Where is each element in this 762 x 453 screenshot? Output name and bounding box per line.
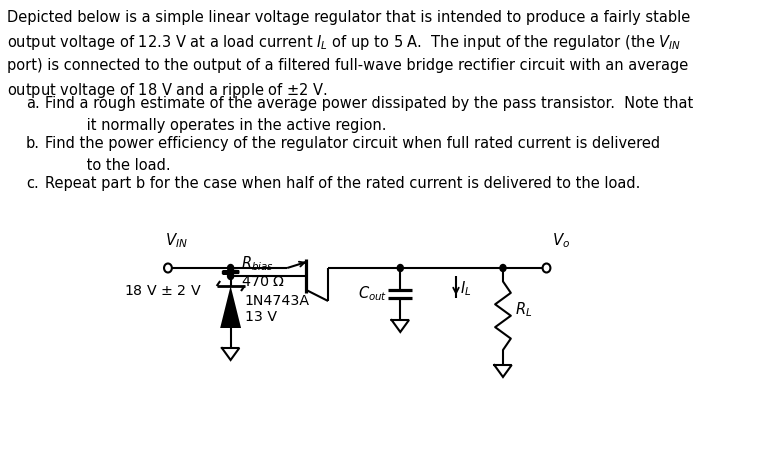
Circle shape <box>164 264 172 273</box>
Text: Depicted below is a simple linear voltage regulator that is intended to produce : Depicted below is a simple linear voltag… <box>7 10 690 100</box>
Text: Find the power efficiency of the regulator circuit when full rated current is de: Find the power efficiency of the regulat… <box>45 136 661 173</box>
Text: 1N4743A: 1N4743A <box>245 294 309 308</box>
Text: $V_{IN}$: $V_{IN}$ <box>165 231 188 250</box>
Circle shape <box>500 265 506 271</box>
Circle shape <box>543 264 550 273</box>
Polygon shape <box>220 286 241 328</box>
Text: $R_L$: $R_L$ <box>515 301 533 319</box>
Circle shape <box>397 265 403 271</box>
Text: $C_{out}$: $C_{out}$ <box>358 284 387 304</box>
Text: b.: b. <box>26 136 40 151</box>
Text: 18 V $\pm$ 2 V: 18 V $\pm$ 2 V <box>124 284 203 298</box>
Text: $I_L$: $I_L$ <box>460 280 472 299</box>
Text: a.: a. <box>26 96 40 111</box>
Circle shape <box>228 265 234 271</box>
Text: 470 $\Omega$: 470 $\Omega$ <box>241 275 285 289</box>
Text: c.: c. <box>26 176 39 191</box>
Circle shape <box>228 273 234 280</box>
Text: 13 V: 13 V <box>245 310 277 324</box>
Text: Repeat part b for the case when half of the rated current is delivered to the lo: Repeat part b for the case when half of … <box>45 176 641 191</box>
Text: Find a rough estimate of the average power dissipated by the pass transistor.  N: Find a rough estimate of the average pow… <box>45 96 693 133</box>
Text: $V_o$: $V_o$ <box>552 231 570 250</box>
Text: $R_{bias}$: $R_{bias}$ <box>241 255 274 273</box>
